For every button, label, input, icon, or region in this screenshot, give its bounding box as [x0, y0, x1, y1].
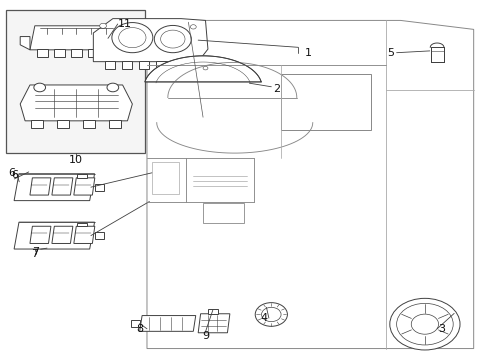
Circle shape — [389, 298, 459, 350]
Polygon shape — [20, 37, 30, 50]
Circle shape — [410, 314, 438, 334]
Polygon shape — [122, 37, 132, 50]
Polygon shape — [147, 21, 473, 348]
Bar — [281, 74, 370, 130]
Text: 2: 2 — [272, 84, 279, 94]
Bar — [37, 49, 47, 57]
Text: 3: 3 — [438, 324, 445, 334]
Bar — [105, 49, 116, 57]
Bar — [131, 320, 140, 327]
Circle shape — [261, 307, 281, 321]
Circle shape — [107, 83, 119, 92]
Circle shape — [255, 303, 287, 326]
Text: 8: 8 — [136, 324, 143, 334]
Polygon shape — [52, 226, 73, 243]
Bar — [172, 61, 183, 69]
Bar — [5, 10, 144, 153]
Text: 1: 1 — [304, 48, 311, 58]
Text: 9: 9 — [202, 331, 209, 341]
Polygon shape — [14, 174, 94, 201]
Bar — [104, 61, 115, 69]
Bar — [207, 310, 217, 314]
Bar — [57, 120, 69, 128]
Bar — [122, 61, 132, 69]
Circle shape — [396, 303, 452, 345]
Text: 10: 10 — [69, 155, 83, 165]
Polygon shape — [144, 56, 261, 82]
Circle shape — [34, 83, 45, 92]
Bar — [156, 61, 166, 69]
Bar — [54, 49, 64, 57]
Bar — [109, 120, 121, 128]
Bar — [83, 120, 95, 128]
Polygon shape — [198, 314, 229, 333]
Bar — [77, 223, 87, 226]
Bar — [77, 175, 87, 178]
Circle shape — [190, 25, 196, 29]
Polygon shape — [30, 226, 51, 243]
Text: 5: 5 — [386, 48, 393, 58]
Circle shape — [112, 23, 153, 53]
Bar — [31, 120, 43, 128]
Polygon shape — [140, 316, 195, 331]
Polygon shape — [14, 222, 94, 249]
Text: 7: 7 — [31, 248, 39, 258]
Bar — [94, 184, 104, 191]
Bar — [139, 61, 149, 69]
Text: 6: 6 — [8, 168, 16, 178]
Circle shape — [154, 26, 191, 53]
Text: 6: 6 — [11, 170, 18, 180]
Text: 4: 4 — [260, 313, 267, 323]
Bar — [152, 162, 178, 194]
Circle shape — [203, 66, 207, 70]
Bar — [430, 47, 444, 62]
Bar — [88, 49, 99, 57]
Polygon shape — [74, 178, 95, 195]
Polygon shape — [30, 178, 51, 195]
Polygon shape — [20, 85, 132, 121]
Bar — [94, 232, 104, 239]
Bar — [203, 203, 244, 223]
Polygon shape — [93, 19, 207, 62]
Text: 11: 11 — [118, 19, 132, 29]
Bar — [71, 49, 81, 57]
Circle shape — [100, 23, 106, 28]
Circle shape — [160, 30, 184, 48]
Circle shape — [119, 28, 146, 48]
Polygon shape — [52, 178, 73, 195]
Text: 7: 7 — [32, 247, 40, 257]
Polygon shape — [74, 226, 95, 243]
Polygon shape — [30, 26, 122, 50]
